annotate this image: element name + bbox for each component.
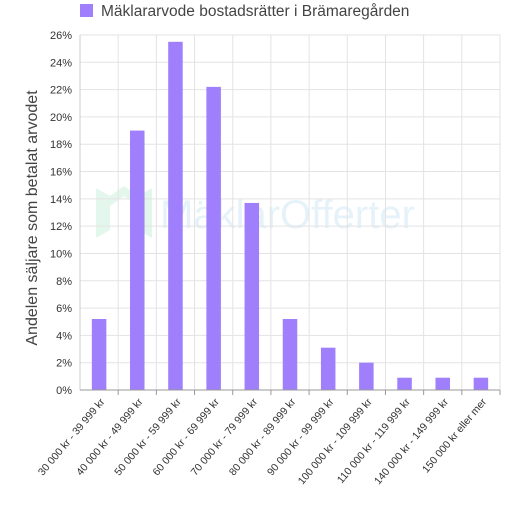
y-tick-label: 16% xyxy=(50,167,72,179)
x-tick-label: 100 000 kr - 109 999 kr xyxy=(296,396,375,487)
bar[interactable] xyxy=(91,319,107,390)
y-tick-label: 18% xyxy=(50,139,72,151)
legend[interactable]: Mäklararvode bostadsrätter i Brämaregård… xyxy=(80,3,409,20)
bar[interactable] xyxy=(435,377,450,390)
y-tick-label: 26% xyxy=(50,30,72,42)
bar[interactable] xyxy=(359,362,374,390)
y-tick-label: 20% xyxy=(50,112,72,124)
x-tick-label: 60 000 kr - 69 999 kr xyxy=(150,396,222,478)
y-tick-label: 24% xyxy=(50,57,72,69)
y-axis-label: Andelen säljare som betalat arvodet xyxy=(24,90,41,346)
y-tick-label: 22% xyxy=(50,85,72,97)
x-tick-label: 140 000 kr - 149 999 kr xyxy=(372,396,451,487)
bar[interactable] xyxy=(397,377,412,390)
bar[interactable] xyxy=(168,41,183,390)
bar[interactable] xyxy=(320,347,336,390)
bar[interactable] xyxy=(473,377,489,390)
x-tick-label: 30 000 kr - 39 999 kr xyxy=(36,396,108,478)
legend-label: Mäklararvode bostadsrätter i Brämaregård… xyxy=(101,3,409,20)
x-tick-label: 40 000 kr - 49 999 kr xyxy=(74,396,146,478)
y-tick-label: 6% xyxy=(56,303,72,315)
x-tick-label: 150 000 kr eller mer xyxy=(420,396,490,476)
bars xyxy=(91,41,489,391)
bar[interactable] xyxy=(282,319,298,390)
x-tick-label: 70 000 kr - 79 999 kr xyxy=(189,396,261,478)
y-tick-label: 2% xyxy=(56,358,72,370)
x-tick-label: 90 000 kr - 99 999 kr xyxy=(265,396,337,478)
y-tick-label: 0% xyxy=(56,385,72,397)
y-tick-label: 8% xyxy=(56,276,72,288)
bar[interactable] xyxy=(244,202,260,390)
x-tick-label: 80 000 kr - 89 999 kr xyxy=(227,396,299,478)
y-tick-label: 14% xyxy=(50,194,72,206)
bar[interactable] xyxy=(130,130,145,391)
watermark-text: MäklarOfferter xyxy=(160,193,415,237)
x-tick-label: 110 000 kr - 119 999 kr xyxy=(335,396,413,486)
legend-swatch xyxy=(80,4,93,17)
bar[interactable] xyxy=(206,86,221,390)
y-tick-label: 12% xyxy=(50,221,72,233)
x-tick-label: 50 000 kr - 59 999 kr xyxy=(112,396,184,478)
y-tick-label: 10% xyxy=(50,248,72,260)
y-tick-label: 4% xyxy=(56,330,72,342)
y-axis-ticks: 0% 2% 4% 6% 8% 10% 12% 14% 16% 18% 20% 22% 24% 26% xyxy=(50,30,72,397)
